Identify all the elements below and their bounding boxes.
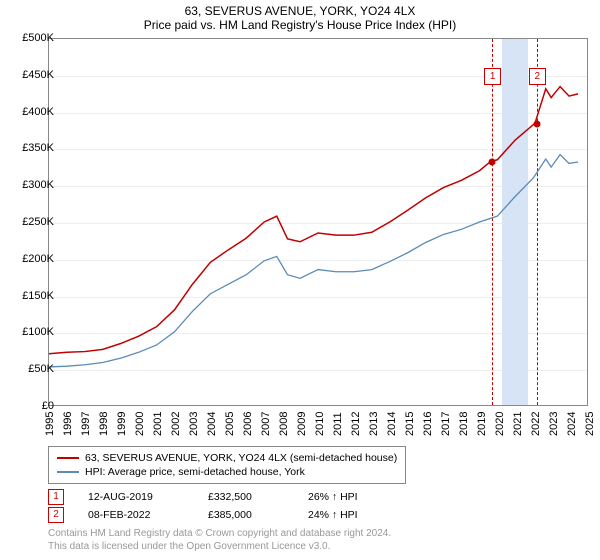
x-axis-tick: 2013 xyxy=(368,412,380,436)
x-axis-tick: 2000 xyxy=(134,412,146,436)
x-axis-tick: 2003 xyxy=(188,412,200,436)
y-axis-tick: £200K xyxy=(22,253,54,265)
legend-row: 63, SEVERUS AVENUE, YORK, YO24 4LX (semi… xyxy=(57,451,397,465)
x-axis-tick: 2021 xyxy=(512,412,524,436)
x-axis-tick: 2006 xyxy=(242,412,254,436)
x-axis-tick: 2005 xyxy=(224,412,236,436)
x-axis-tick: 2001 xyxy=(152,412,164,436)
x-axis-tick: 2016 xyxy=(422,412,434,436)
callout-box: 2 xyxy=(529,68,546,85)
x-axis-tick: 2009 xyxy=(296,412,308,436)
y-axis-tick: £150K xyxy=(22,290,54,302)
transaction-date: 12-AUG-2019 xyxy=(88,491,208,503)
x-axis-tick: 2004 xyxy=(206,412,218,436)
x-axis-tick: 1996 xyxy=(62,412,74,436)
transaction-marker xyxy=(533,120,540,127)
y-axis-tick: £100K xyxy=(22,326,54,338)
chart-container: 63, SEVERUS AVENUE, YORK, YO24 4LX Price… xyxy=(0,0,600,560)
legend: 63, SEVERUS AVENUE, YORK, YO24 4LX (semi… xyxy=(48,446,406,484)
series-price_paid xyxy=(49,87,578,354)
transaction-row: 1 12-AUG-2019£332,50026% ↑ HPI xyxy=(48,488,408,506)
legend-swatch xyxy=(57,457,79,459)
transaction-table: 1 12-AUG-2019£332,50026% ↑ HPI 2 08-FEB-202… xyxy=(48,488,408,524)
y-axis-tick: £300K xyxy=(22,179,54,191)
y-axis-tick: £450K xyxy=(22,69,54,81)
transaction-price: £385,000 xyxy=(208,509,308,521)
x-axis-tick: 2022 xyxy=(530,412,542,436)
legend-swatch xyxy=(57,471,79,473)
legend-label: HPI: Average price, semi-detached house,… xyxy=(85,466,305,478)
transaction-marker xyxy=(489,159,496,166)
x-axis-tick: 1998 xyxy=(98,412,110,436)
x-axis-tick: 2023 xyxy=(548,412,560,436)
x-axis-tick: 2008 xyxy=(278,412,290,436)
footer-credits: Contains HM Land Registry data © Crown c… xyxy=(48,528,391,553)
x-axis-tick: 2007 xyxy=(260,412,272,436)
transaction-id-box: 1 xyxy=(48,489,64,505)
x-axis-tick: 2018 xyxy=(458,412,470,436)
x-axis-tick: 2020 xyxy=(494,412,506,436)
transaction-row: 2 08-FEB-2022£385,00024% ↑ HPI xyxy=(48,506,408,524)
transaction-date: 08-FEB-2022 xyxy=(88,509,208,521)
x-axis-tick: 2010 xyxy=(314,412,326,436)
legend-row: HPI: Average price, semi-detached house,… xyxy=(57,465,397,479)
x-axis-tick: 2015 xyxy=(404,412,416,436)
x-axis-tick: 1995 xyxy=(44,412,56,436)
transaction-pct: 26% ↑ HPI xyxy=(308,491,408,503)
y-axis-tick: £350K xyxy=(22,142,54,154)
series-svg xyxy=(49,39,587,405)
y-axis-tick: £250K xyxy=(22,216,54,228)
x-axis-tick: 2025 xyxy=(584,412,596,436)
footer-line-1: Contains HM Land Registry data © Crown c… xyxy=(48,528,391,541)
y-axis-tick: £500K xyxy=(22,32,54,44)
x-axis-tick: 2024 xyxy=(566,412,578,436)
transaction-pct: 24% ↑ HPI xyxy=(308,509,408,521)
x-axis-tick: 2017 xyxy=(440,412,452,436)
x-axis-tick: 1997 xyxy=(80,412,92,436)
y-axis-tick: £400K xyxy=(22,106,54,118)
x-axis-tick: 2014 xyxy=(386,412,398,436)
callout-box: 1 xyxy=(484,68,501,85)
chart-plot-area: 12 xyxy=(48,38,588,406)
x-axis-tick: 2019 xyxy=(476,412,488,436)
transaction-price: £332,500 xyxy=(208,491,308,503)
series-hpi xyxy=(49,155,578,367)
footer-line-2: This data is licensed under the Open Gov… xyxy=(48,541,391,554)
y-axis-tick: £0 xyxy=(42,400,54,412)
legend-label: 63, SEVERUS AVENUE, YORK, YO24 4LX (semi… xyxy=(85,452,397,464)
y-axis-tick: £50K xyxy=(28,363,54,375)
page-title: 63, SEVERUS AVENUE, YORK, YO24 4LX xyxy=(0,0,600,18)
transaction-id-box: 2 xyxy=(48,507,64,523)
x-axis-tick: 1999 xyxy=(116,412,128,436)
x-axis-tick: 2012 xyxy=(350,412,362,436)
x-axis-tick: 2011 xyxy=(332,412,344,436)
page-subtitle: Price paid vs. HM Land Registry's House … xyxy=(0,18,600,34)
x-axis-tick: 2002 xyxy=(170,412,182,436)
